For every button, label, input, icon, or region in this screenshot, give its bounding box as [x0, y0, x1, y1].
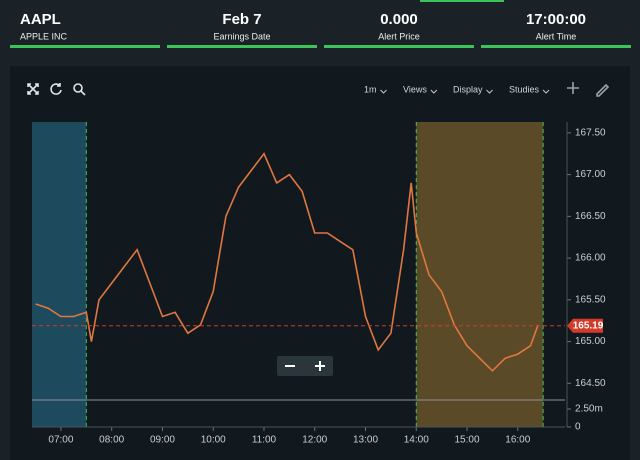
dropdown-caret: [542, 89, 550, 94]
extended-hours-band: [416, 122, 544, 427]
y-tick-label: 167.00: [575, 169, 606, 180]
toolbar-item[interactable]: Studies: [509, 84, 540, 94]
header-title: Feb 7: [222, 11, 261, 28]
x-tick-label: 08:00: [99, 435, 124, 446]
x-tick-label: 12:00: [302, 435, 327, 446]
price-line: [35, 152, 539, 372]
header-title: AAPL: [20, 11, 61, 28]
draw-icon[interactable]: [596, 83, 610, 97]
refresh-icon[interactable]: [50, 83, 62, 95]
toolbar-icons[interactable]: [27, 82, 610, 97]
x-tick-label: 09:00: [150, 435, 175, 446]
last-price-label: 165.19: [573, 320, 604, 331]
dropdown-caret: [430, 89, 438, 94]
y-tick-label: 165.00: [575, 336, 606, 347]
x-tick-label: 13:00: [353, 435, 378, 446]
y-tick-label: 164.50: [575, 378, 606, 389]
toolbar-item[interactable]: Display: [453, 84, 483, 94]
extended-hours-band: [32, 122, 87, 427]
header-underline: [167, 45, 317, 48]
toolbar-item[interactable]: Views: [403, 84, 427, 94]
x-tick-label: 14:00: [404, 435, 429, 446]
y-tick-label: 166.50: [575, 211, 606, 222]
toolbar-item[interactable]: 1m: [364, 84, 377, 94]
header-subtitle: Alert Time: [536, 31, 577, 41]
header-subtitle: Alert Price: [378, 31, 420, 41]
y-tick-label: 166.00: [575, 253, 606, 264]
dropdown-caret: [380, 89, 387, 94]
add-icon[interactable]: [567, 82, 579, 94]
y2-tick-label: 2.50m: [575, 404, 603, 415]
x-tick-label: 11:00: [252, 435, 277, 446]
last-price-tag: [567, 318, 603, 333]
x-tick-label: 15:00: [455, 435, 480, 446]
header-underline: [481, 45, 631, 48]
x-tick-label: 16:00: [505, 435, 530, 446]
fullscreen-icon[interactable]: [27, 83, 39, 95]
zoom-controls[interactable]: [277, 356, 333, 376]
y2-tick-label: 0: [575, 422, 581, 433]
y-tick-label: 167.50: [575, 127, 606, 138]
x-tick-label: 10:00: [201, 435, 226, 446]
header-subtitle: APPLE INC: [20, 31, 68, 41]
search-icon-handle[interactable]: [80, 90, 86, 96]
tab-indicator: [420, 0, 504, 2]
zoom-icons[interactable]: [285, 361, 325, 371]
header-underline: [324, 45, 474, 48]
x-tick-label: 07:00: [48, 435, 73, 446]
header-subtitle: Earnings Date: [213, 31, 270, 41]
y-tick-label: 165.50: [575, 294, 606, 305]
header-title: 0.000: [380, 11, 418, 28]
header-underline: [10, 45, 160, 48]
dropdown-caret: [486, 89, 493, 94]
search-icon[interactable]: [73, 83, 83, 93]
header-title: 17:00:00: [526, 11, 586, 28]
